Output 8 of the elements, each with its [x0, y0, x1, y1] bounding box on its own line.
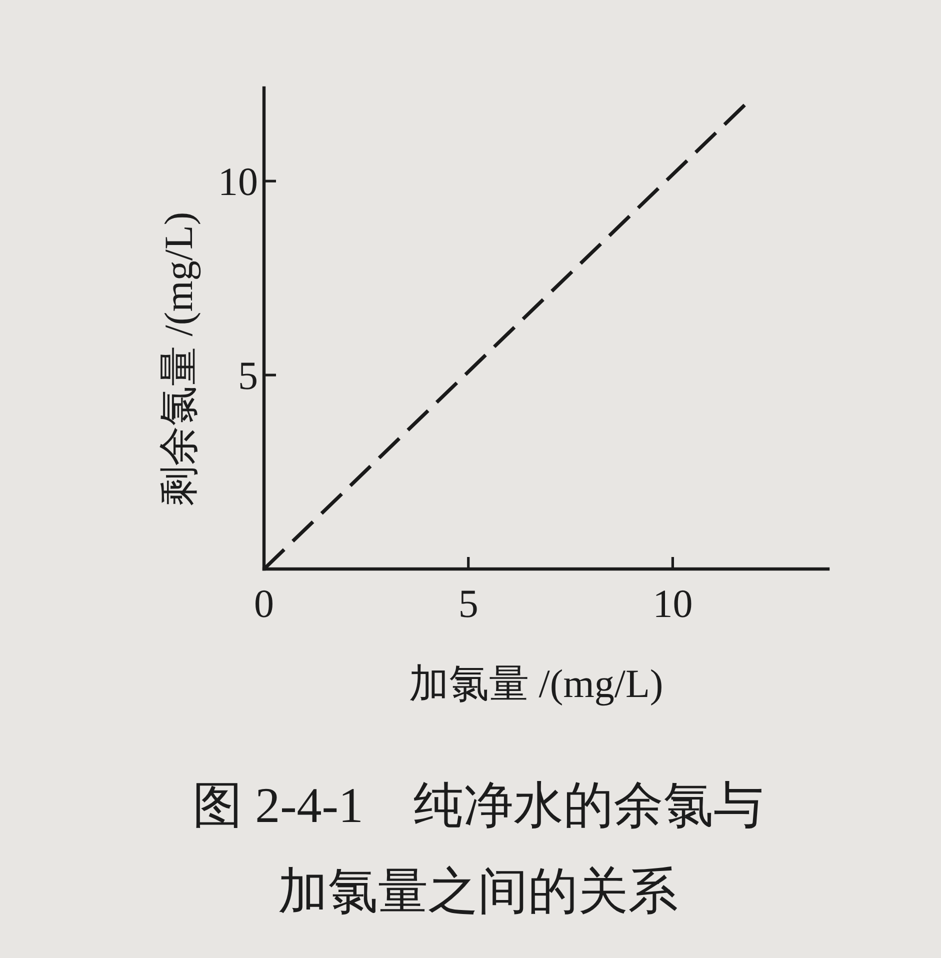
- x-tick-label: 0: [254, 581, 274, 626]
- y-tick-label: 10: [218, 159, 258, 204]
- title: 图 2-4-1 纯净水的余氯与加氯量之间的关系: [192, 777, 764, 919]
- x-axis-title: 加氯量 /(mg/L): [408, 661, 664, 706]
- x-tick-label: 5: [458, 581, 478, 626]
- x-tick-label: 10: [652, 581, 693, 626]
- y-axis-title: 剩余氯量 /(mg/L): [156, 212, 201, 506]
- y-tick-label: 5: [238, 353, 258, 398]
